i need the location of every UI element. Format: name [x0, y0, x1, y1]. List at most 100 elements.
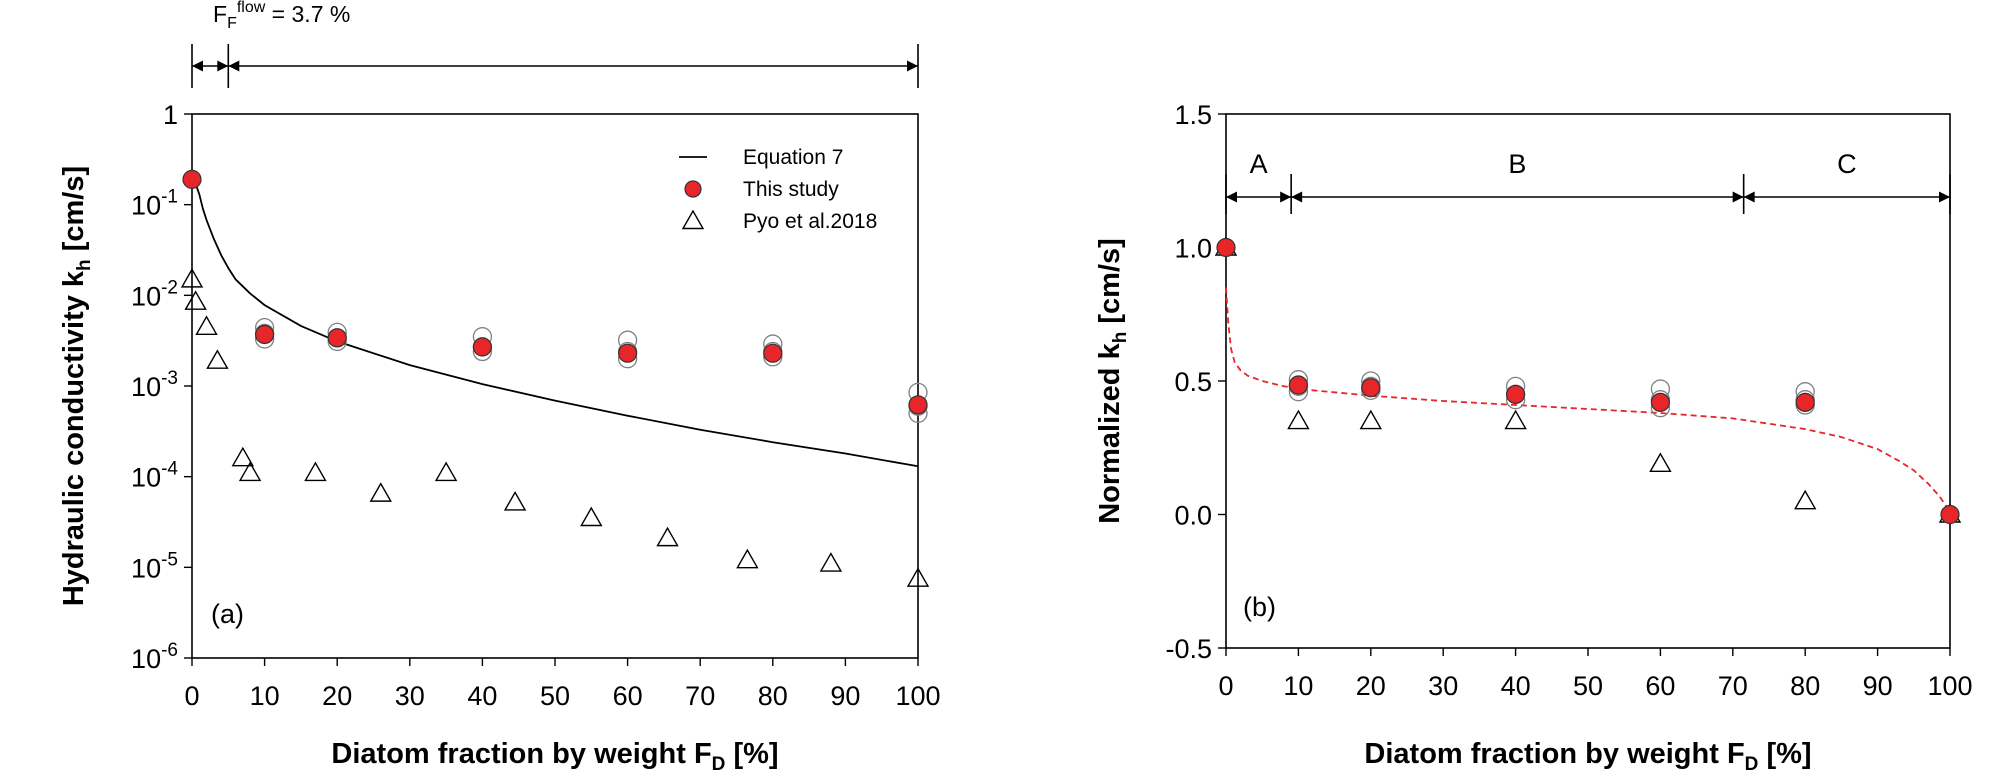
x-axis-unit: [%]: [1758, 738, 1811, 770]
text-span: 10: [131, 553, 161, 583]
y-tick-label: 0.0: [1174, 501, 1212, 531]
y-axis-title: Normalized kh [cm/s]: [1094, 238, 1131, 524]
arrow-head: [192, 60, 203, 72]
text-span: 10: [131, 372, 161, 402]
this-study-marker: [182, 169, 202, 189]
y-tick-label: 10-3: [131, 368, 178, 402]
y-axis-subscript: h: [74, 259, 95, 271]
text-span: 1: [163, 100, 178, 130]
x-tick-label: 80: [1790, 671, 1820, 701]
pyo-triangle-marker: [1504, 409, 1527, 430]
x-tick-label: 80: [758, 681, 788, 711]
text-span: 10: [131, 281, 161, 311]
y-tick-exponent: -1: [161, 187, 178, 208]
this-study-marker: [1795, 392, 1815, 412]
arrow-head: [1291, 191, 1303, 203]
pyo-triangle-marker: [180, 267, 204, 288]
y-tick-exponent: -5: [161, 549, 178, 570]
legend-circle-swatch: [684, 180, 702, 198]
arrow-head: [217, 60, 229, 72]
pyo-triangle-marker: [736, 548, 759, 569]
x-tick-label: 70: [685, 681, 715, 711]
x-axis-subscript: D: [1745, 754, 1759, 773]
pyo-triangle-marker: [231, 446, 255, 467]
y-tick-label: 1.0: [1174, 234, 1212, 264]
x-tick-label: 20: [1356, 671, 1386, 701]
annotation-sup: flow: [237, 0, 266, 16]
this-study-marker: [617, 343, 638, 363]
y-tick-label: 10-4: [131, 459, 178, 493]
x-tick-label: 50: [1573, 671, 1603, 701]
x-tick-label: 60: [613, 681, 643, 711]
this-study-marker: [908, 395, 928, 415]
panel-label: (a): [211, 599, 244, 629]
x-tick-label: 20: [322, 681, 352, 711]
panel-b-chart: 0 10 20 30 40 50 60 70 80 90 100 1.5 1.0 0.5 0.0 -0.5 Di…: [1094, 100, 1973, 773]
legend-label: Equation 7: [743, 146, 843, 169]
pyo-triangle-marker: [195, 315, 218, 335]
x-tick-label: 70: [1718, 671, 1748, 701]
pyo-triangle-marker: [656, 526, 679, 547]
pyo-triangle-marker: [1359, 409, 1383, 430]
x-axis-subscript: D: [712, 754, 726, 773]
pyo-triangle-marker: [819, 552, 843, 572]
fit-dashed-line: [1225, 287, 1951, 515]
arrow-head: [1743, 191, 1755, 203]
this-study-marker: [1940, 504, 1960, 525]
x-tick-label: 40: [467, 681, 497, 711]
y-tick-label: -0.5: [1165, 634, 1212, 664]
pyo-triangle-marker: [1649, 452, 1672, 472]
panel-label: (b): [1243, 592, 1276, 622]
x-axis-title: Diatom fraction by weight FD [%]: [1364, 738, 1811, 773]
pyo-triangle-marker: [1287, 409, 1310, 430]
pyo-triangle-marker: [369, 482, 392, 502]
pyo-triangle-marker: [238, 461, 262, 482]
y-tick-exponent: -4: [161, 459, 178, 480]
this-study-marker: [1361, 378, 1381, 398]
y-tick-label: 1: [163, 100, 178, 130]
y-tick-label: 0.5: [1174, 367, 1212, 397]
x-tick-label: 100: [895, 681, 940, 711]
panel-a-chart: 0 10 20 30 40 50 60 70 80 90 100110-110-210-310-41…: [58, 0, 941, 773]
y-tick-label: 1.5: [1174, 100, 1212, 130]
region-label: B: [1508, 149, 1526, 179]
y-tick-exponent: -6: [161, 640, 178, 661]
arrow-head: [907, 60, 918, 72]
pyo-triangle-marker: [906, 567, 930, 587]
x-tick-label: 10: [250, 681, 280, 711]
x-tick-label: 60: [1645, 671, 1675, 701]
y-tick-label: 10-6: [131, 640, 178, 674]
text-span: Normalized k: [1094, 342, 1126, 523]
x-tick-label: 90: [830, 681, 860, 711]
x-tick-label: 30: [1428, 671, 1458, 701]
this-study-marker: [1216, 237, 1236, 258]
x-tick-label: 90: [1863, 671, 1893, 701]
text-span: Hydraulic conductivity k: [58, 270, 90, 606]
y-axis-subscript: h: [1110, 332, 1131, 344]
arrow-head: [228, 60, 240, 72]
x-tick-label: 0: [184, 681, 199, 711]
y-tick-label: 10-1: [131, 187, 178, 221]
arrow-head: [1939, 191, 1950, 203]
text-span: 10: [131, 463, 161, 493]
legend-label: Pyo et al.2018: [743, 210, 877, 233]
text-span: Diatom fraction by weight F: [1364, 738, 1744, 770]
pyo-triangle-marker: [304, 461, 327, 482]
annotation-sub: F: [227, 15, 237, 32]
y-axis-unit: [cm/s]: [58, 166, 90, 259]
region-label: A: [1250, 149, 1268, 179]
y-tick-label: 10-5: [131, 549, 178, 583]
plot-frame: [1225, 113, 1951, 649]
x-tick-label: 30: [395, 681, 425, 711]
x-tick-label: 10: [1283, 671, 1313, 701]
pyo-triangle-marker: [434, 461, 458, 482]
legend-label: This study: [743, 178, 839, 201]
pyo-triangle-marker: [580, 506, 603, 527]
this-study-marker: [1505, 384, 1526, 404]
pyo-triangle-marker: [503, 491, 527, 511]
pyo-triangle-marker: [206, 349, 229, 369]
legend-triangle-swatch: [681, 209, 705, 230]
x-tick-label: 0: [1218, 671, 1233, 701]
arrow-head: [1280, 191, 1292, 203]
